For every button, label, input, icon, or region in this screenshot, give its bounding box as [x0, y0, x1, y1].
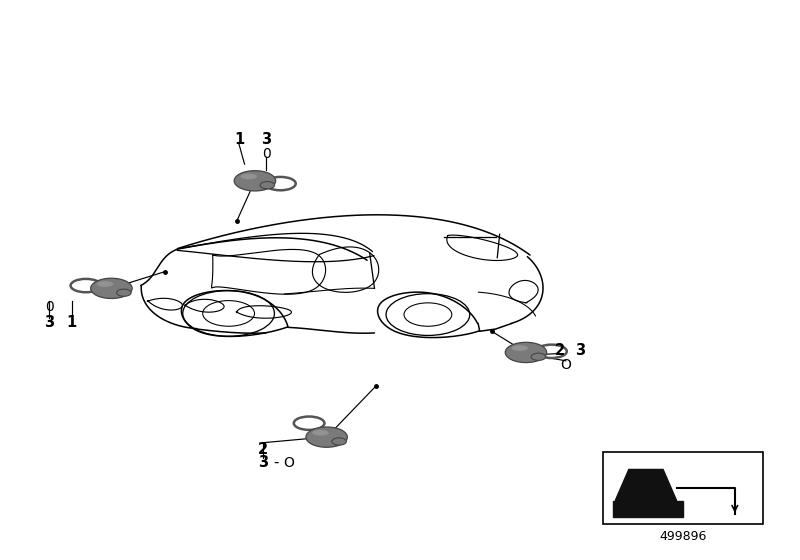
Ellipse shape	[312, 430, 329, 436]
Ellipse shape	[234, 171, 276, 191]
Text: 3: 3	[258, 455, 268, 470]
Text: 3: 3	[44, 315, 54, 330]
Ellipse shape	[511, 345, 528, 351]
Ellipse shape	[117, 289, 131, 296]
Ellipse shape	[531, 353, 546, 361]
Ellipse shape	[240, 174, 257, 179]
Text: 3: 3	[575, 343, 586, 358]
Ellipse shape	[306, 427, 347, 447]
Polygon shape	[615, 469, 677, 501]
Text: O: O	[560, 358, 571, 372]
Text: 1: 1	[66, 315, 77, 330]
Text: O: O	[283, 456, 294, 470]
Text: 0: 0	[262, 147, 270, 161]
Text: -: -	[273, 455, 278, 470]
Bar	[613, 501, 683, 517]
Text: 499896: 499896	[659, 530, 706, 543]
Text: 3: 3	[261, 132, 271, 147]
Ellipse shape	[260, 181, 274, 189]
Ellipse shape	[332, 438, 346, 445]
Text: 1: 1	[234, 132, 244, 147]
Ellipse shape	[90, 278, 132, 298]
Text: 2: 2	[554, 343, 565, 358]
Ellipse shape	[506, 342, 546, 362]
Ellipse shape	[97, 281, 114, 287]
FancyBboxPatch shape	[603, 451, 762, 524]
Text: 2: 2	[258, 442, 268, 457]
Text: 0: 0	[45, 300, 54, 314]
